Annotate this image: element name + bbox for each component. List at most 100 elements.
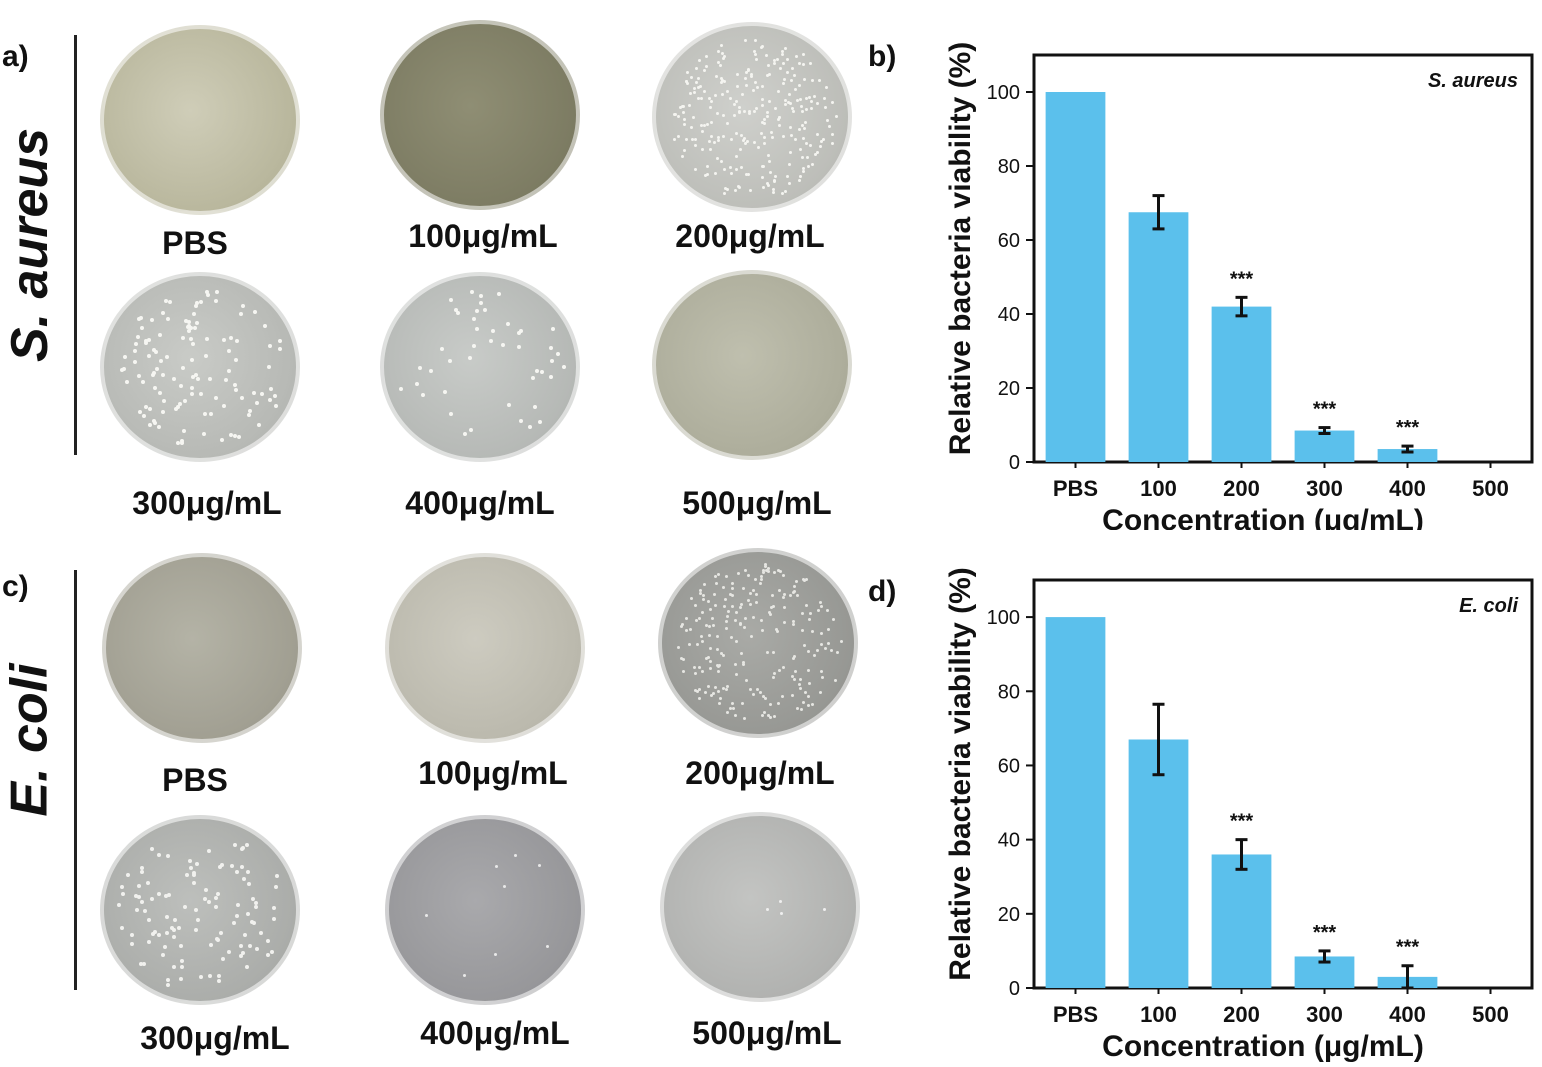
colony-dot	[247, 943, 252, 948]
chart-title: S. aureus	[1428, 70, 1518, 92]
colony-dot	[700, 97, 704, 101]
colony-dot	[826, 608, 830, 612]
colony-dot	[771, 593, 775, 597]
colony-dot	[788, 150, 792, 154]
colony-dot	[149, 317, 154, 322]
colony-dot	[761, 628, 765, 632]
colony-dot	[798, 147, 802, 151]
panel-label-d: d)	[868, 575, 897, 608]
colony-dot	[730, 137, 734, 141]
colony-dot	[743, 136, 747, 140]
colony-dot	[717, 49, 720, 53]
colony-dot	[730, 587, 734, 591]
colony-dot	[739, 652, 743, 656]
colony-dot	[682, 658, 686, 662]
colony-dot	[735, 99, 739, 103]
colony-dot	[807, 703, 811, 707]
colony-dot	[244, 964, 249, 969]
colony-dot	[139, 316, 144, 321]
colony-dot	[810, 629, 814, 633]
colony-dot	[249, 920, 254, 925]
y-tick-label: 80	[998, 156, 1020, 178]
colony-dot	[802, 126, 806, 130]
colony-dot	[725, 710, 729, 714]
colony-dot	[760, 45, 764, 49]
colony-dot	[747, 598, 751, 602]
significance-label: ***	[1313, 922, 1337, 944]
colony-dot	[270, 950, 275, 955]
bar	[1211, 854, 1272, 988]
colony-dot	[759, 690, 763, 694]
colony-dot	[804, 107, 808, 111]
colony-dot	[773, 571, 777, 575]
colony-dot	[142, 962, 147, 967]
colony-dot	[805, 603, 809, 607]
colony-dot	[497, 291, 502, 296]
colony-dot	[805, 141, 809, 145]
colony-dot	[810, 702, 814, 706]
colony-dot	[799, 105, 803, 109]
colony-dot	[776, 701, 780, 705]
colony-dot	[763, 142, 767, 146]
colony-dot	[809, 144, 813, 148]
colony-dot	[189, 865, 194, 870]
colony-dot	[830, 649, 834, 653]
colony-dot	[692, 87, 696, 90]
colony-dot	[781, 61, 785, 65]
colony-dot	[122, 355, 127, 360]
colony-dot	[743, 717, 747, 721]
colony-dot	[789, 79, 793, 83]
colony-dot	[827, 627, 831, 631]
colony-dot	[187, 323, 192, 328]
colony-dot	[743, 110, 747, 114]
colony-dot	[788, 93, 792, 97]
colony-dot	[545, 945, 549, 949]
colony-dot	[157, 932, 162, 937]
colony-dot	[791, 622, 795, 626]
colony-dot	[779, 570, 783, 574]
colony-dot	[503, 884, 507, 888]
colony-dot	[724, 687, 728, 691]
colony-dot	[684, 79, 688, 83]
colony-dot	[742, 586, 746, 590]
colony-dot	[793, 137, 797, 141]
colony-dot	[189, 357, 194, 362]
colony-dot	[232, 434, 237, 439]
bar-chart-ecoli: PBS 100 *** 200 *** 300 *** 400 500 0 20 40 60 80 100 E…	[944, 567, 1534, 1063]
colony-dot	[807, 95, 811, 99]
colony-dot	[277, 338, 282, 343]
colony-dot	[712, 624, 716, 628]
colony-dot	[702, 583, 706, 587]
colony-dot	[738, 622, 742, 626]
colony-dot	[246, 911, 251, 916]
colony-dot	[744, 77, 748, 81]
colony-dot	[179, 976, 184, 981]
colony-dot	[724, 597, 728, 601]
colony-dot	[265, 953, 270, 958]
colony-dot	[717, 573, 721, 577]
colony-dot	[253, 904, 258, 909]
colony-dot	[455, 311, 460, 316]
colony-dot	[788, 181, 791, 185]
colony-dot	[754, 57, 758, 61]
colony-dot	[735, 639, 739, 643]
colony-dot	[706, 122, 710, 126]
colony-dot	[730, 636, 734, 640]
colony-dot	[759, 131, 763, 135]
colony-dot	[133, 893, 138, 898]
colony-dot	[714, 171, 718, 175]
divider-line-top	[74, 35, 77, 455]
colony-dot	[253, 900, 258, 905]
colony-dot	[234, 913, 239, 918]
colony-dot	[195, 918, 200, 923]
colony-dot	[180, 440, 185, 445]
colony-dot	[169, 926, 174, 931]
colony-dot	[165, 915, 170, 920]
colony-dot	[500, 343, 505, 348]
colony-dot	[721, 135, 725, 139]
colony-dot	[716, 61, 720, 65]
colony-dot	[707, 633, 711, 637]
colony-dot	[822, 137, 826, 141]
colony-dot	[801, 169, 805, 173]
colony-dot	[793, 74, 797, 78]
